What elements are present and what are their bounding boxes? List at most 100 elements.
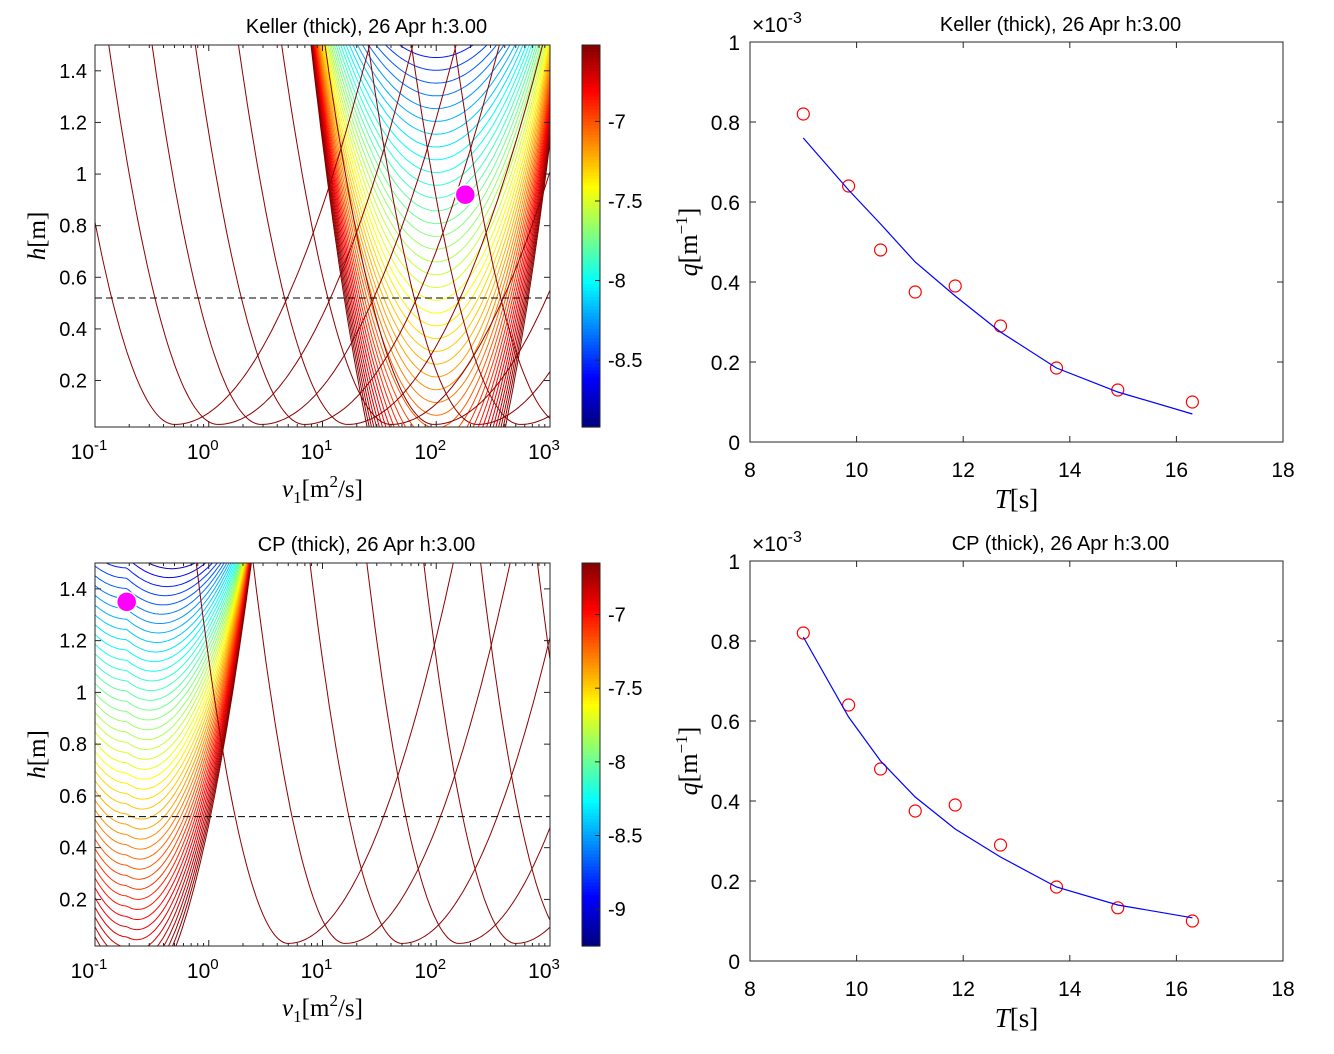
colorbar-segment <box>582 588 600 593</box>
colorbar-segment <box>582 687 600 692</box>
x-tick-label: 100 <box>187 437 219 464</box>
colorbar-segment <box>582 709 600 714</box>
contour-line <box>398 45 474 58</box>
colorbar-segment <box>582 598 600 602</box>
colorbar-segment <box>582 639 600 644</box>
y-tick-label: 1.2 <box>59 631 87 653</box>
contour-line <box>95 563 230 634</box>
colorbar-segment <box>582 585 600 590</box>
colorbar-segment <box>582 283 600 288</box>
colorbar-segment <box>582 811 600 816</box>
colorbar-segment <box>582 80 600 84</box>
data-point <box>842 698 856 712</box>
contour-line <box>320 45 550 365</box>
scatter-panel-1: 8 10 12 14 16 18 0 0.2 0.4 0.6 0.8 1 ×10-3 Keller (th… <box>672 10 1295 514</box>
chart-title: Keller (thick), 26 Apr h:3.00 <box>246 16 487 38</box>
colorbar-segment <box>582 115 600 119</box>
contour-line <box>316 45 550 427</box>
colorbar-segment <box>582 795 600 800</box>
y-tick-label: 0.6 <box>59 786 87 808</box>
y-axis-label: h[m] <box>24 212 51 261</box>
y-tick-label: 0.6 <box>711 711 740 734</box>
colorbar-segment <box>582 229 600 234</box>
contour-line <box>95 563 250 900</box>
colorbar-segment <box>582 783 600 788</box>
contour-line <box>316 45 550 427</box>
contour-line <box>95 563 249 880</box>
contour-line <box>95 563 252 946</box>
contour-line <box>95 563 248 830</box>
colorbar-segment <box>582 665 600 669</box>
colorbar-segment <box>582 901 600 906</box>
contour-line <box>329 45 544 263</box>
colorbar-segment <box>582 827 600 832</box>
contour-line <box>95 563 248 850</box>
colorbar-segment <box>582 914 600 918</box>
colorbar-segment <box>582 105 600 110</box>
contour-line <box>95 563 248 840</box>
contour-line <box>95 563 247 800</box>
outer-contour-line <box>423 563 550 944</box>
colorbar-segment <box>582 757 600 762</box>
contour-line <box>367 45 505 97</box>
x-tick-label: 100 <box>187 956 219 983</box>
contour-line <box>95 563 241 711</box>
x-tick-label: 12 <box>952 459 975 482</box>
colorbar-segment <box>582 907 600 912</box>
colorbar-segment <box>582 821 600 826</box>
colorbar-segment <box>582 146 600 151</box>
colorbar-segment <box>582 866 600 870</box>
x-tick-label: 12 <box>952 978 975 1001</box>
contour-line <box>340 45 533 186</box>
colorbar-segment <box>582 607 600 612</box>
contour-line <box>312 45 550 427</box>
colorbar-segment <box>582 341 600 345</box>
contour-line <box>314 45 550 427</box>
contour-line <box>315 45 550 427</box>
contour-line <box>322 45 550 340</box>
colorbar-segment <box>582 137 600 142</box>
colorbar-segment <box>582 162 600 167</box>
colorbar-segment <box>582 668 600 673</box>
colorbar-segment <box>582 293 600 298</box>
x-tick-label: 8 <box>744 459 756 482</box>
colorbar-segment <box>582 216 600 221</box>
contour-line <box>95 563 247 820</box>
contour-line <box>95 563 232 644</box>
colorbar-segment <box>582 207 600 212</box>
contour-line <box>95 563 251 931</box>
colorbar-segment <box>582 347 600 352</box>
contour-line <box>348 45 524 148</box>
colorbar-segment <box>582 856 600 861</box>
colorbar-segment <box>582 264 600 269</box>
colorbar-segment <box>582 67 600 72</box>
colorbar-segment <box>582 121 600 126</box>
x-tick-label: 16 <box>1165 978 1188 1001</box>
colorbar-segment <box>582 57 600 62</box>
colorbar-segment <box>582 818 600 823</box>
colorbar-segment <box>582 872 600 877</box>
colorbar: -7 -7.5 -8 -8.5 <box>581 44 642 428</box>
y-tick-label: 1 <box>76 682 87 704</box>
y-tick-label: 0.8 <box>711 631 740 654</box>
y-axis-label: q[m−1] <box>672 727 703 796</box>
colorbar-segment <box>582 83 600 87</box>
colorbar-segment <box>582 601 600 606</box>
x-tick-label: 14 <box>1058 459 1082 482</box>
contour-line <box>335 45 537 212</box>
contour-line <box>147 563 197 570</box>
colorbar-segment <box>582 337 600 342</box>
outer-contour-line <box>536 563 550 660</box>
colorbar-segment <box>582 102 600 107</box>
colorbar-segment <box>582 321 600 326</box>
colorbar-segment <box>582 191 600 196</box>
axes-frame <box>749 41 1284 443</box>
contour-line <box>95 563 222 606</box>
colorbar-segment <box>582 236 600 240</box>
contour-line <box>95 563 251 941</box>
colorbar-segment <box>582 363 600 368</box>
colorbar-segment <box>582 134 600 138</box>
colorbar-segment <box>582 172 600 177</box>
colorbar-segment <box>582 391 600 396</box>
colorbar-frame <box>581 44 601 428</box>
